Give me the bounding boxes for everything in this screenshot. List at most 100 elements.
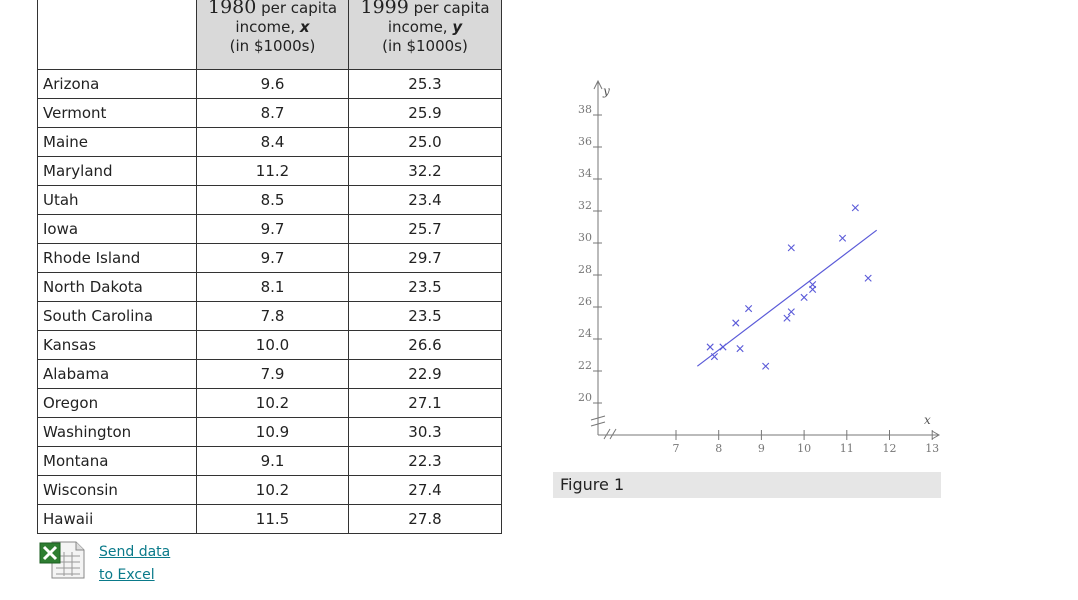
excel-icon[interactable] <box>38 540 86 580</box>
chart-marks <box>696 204 878 370</box>
table-row: Maine 8.4 25.0 <box>37 127 502 157</box>
income-table: 1980 per capita income, x (in $1000s) 19… <box>37 0 502 534</box>
state-cell: Washington <box>37 417 197 447</box>
state-cell: Rhode Island <box>37 243 197 273</box>
send-to-excel-line2[interactable]: to Excel <box>99 567 155 583</box>
data-point <box>800 293 808 301</box>
data-point <box>745 305 753 313</box>
y-cell: 22.3 <box>348 446 502 476</box>
data-point <box>762 362 770 370</box>
y-tick-label: 38 <box>578 103 592 116</box>
table-row: Montana 9.1 22.3 <box>37 446 502 476</box>
x-tick-label: 7 <box>673 442 680 455</box>
state-cell: Hawaii <box>37 504 197 534</box>
x-cell: 9.6 <box>196 69 349 99</box>
x-cell: 7.8 <box>196 301 349 331</box>
table-row: Vermont 8.7 25.9 <box>37 98 502 128</box>
state-cell: Alabama <box>37 359 197 389</box>
state-cell: Montana <box>37 446 197 476</box>
x-axis-break <box>603 428 617 440</box>
y-cell: 29.7 <box>348 243 502 273</box>
x-tick-label: 10 <box>797 442 811 455</box>
table-row: Hawaii 11.5 27.8 <box>37 504 502 534</box>
y-cell: 32.2 <box>348 156 502 186</box>
header-y-year: 1999 <box>360 0 409 18</box>
table-row: Rhode Island 9.7 29.7 <box>37 243 502 273</box>
y-cell: 26.6 <box>348 330 502 360</box>
state-cell: Wisconsin <box>37 475 197 505</box>
state-cell: South Carolina <box>37 301 197 331</box>
data-point <box>864 274 872 282</box>
y-cell: 23.4 <box>348 185 502 215</box>
x-tick-label: 9 <box>758 442 765 455</box>
x-tick-label: 13 <box>925 442 939 455</box>
table-row: Wisconsin 10.2 27.4 <box>37 475 502 505</box>
x-cell: 10.2 <box>196 475 349 505</box>
data-point <box>783 314 791 322</box>
scatter-chart: 7 8 9 10 11 12 13 20 22 24 26 28 30 32 34 36 38 x y <box>578 79 941 455</box>
table-row: Washington 10.9 30.3 <box>37 417 502 447</box>
x-cell: 8.4 <box>196 127 349 157</box>
header-y-units: (in $1000s) <box>382 37 468 55</box>
x-cell: 10.2 <box>196 388 349 418</box>
x-tick-label: 12 <box>883 442 897 455</box>
table-row: Oregon 10.2 27.1 <box>37 388 502 418</box>
y-cell: 27.1 <box>348 388 502 418</box>
y-tick-label: 36 <box>578 135 592 148</box>
x-cell: 11.5 <box>196 504 349 534</box>
state-cell: Vermont <box>37 98 197 128</box>
y-cell: 25.7 <box>348 214 502 244</box>
x-cell: 8.5 <box>196 185 349 215</box>
x-tick-label: 11 <box>840 442 854 455</box>
table-row: Alabama 7.9 22.9 <box>37 359 502 389</box>
x-axis-label: x <box>924 413 931 427</box>
y-tick-label: 32 <box>578 199 592 212</box>
send-to-excel-line1[interactable]: Send data <box>99 544 171 560</box>
header-x-year: 1980 <box>207 0 257 18</box>
y-axis-arrow <box>593 79 603 90</box>
state-cell: Iowa <box>37 214 197 244</box>
y-cell: 22.9 <box>348 359 502 389</box>
header-y-top: per capita <box>413 0 490 17</box>
header-y: 1999 per capita income, y (in $1000s) <box>348 0 502 70</box>
state-cell: Oregon <box>37 388 197 418</box>
table-row: Maryland 11.2 32.2 <box>37 156 502 186</box>
y-tick-label: 30 <box>578 231 592 244</box>
header-x-units: (in $1000s) <box>229 37 316 55</box>
table-row: North Dakota 8.1 23.5 <box>37 272 502 302</box>
header-y-line1: income, <box>387 18 448 36</box>
y-cell: 25.0 <box>348 127 502 157</box>
x-cell: 10.9 <box>196 417 349 447</box>
data-point <box>809 281 817 289</box>
header-x-var: x <box>299 18 310 36</box>
x-cell: 10.0 <box>196 330 349 360</box>
x-axis-arrow <box>931 430 941 440</box>
header-x-top: per capita <box>261 0 338 17</box>
y-tick-label: 24 <box>578 327 592 340</box>
state-cell: Maryland <box>37 156 197 186</box>
x-cell: 9.7 <box>196 214 349 244</box>
x-cell: 9.1 <box>196 446 349 476</box>
figure-caption: Figure 1 <box>553 472 941 498</box>
x-cell: 8.7 <box>196 98 349 128</box>
state-cell: North Dakota <box>37 272 197 302</box>
table-row: South Carolina 7.8 23.5 <box>37 301 502 331</box>
send-to-excel-link[interactable]: Send data to Excel <box>99 541 170 587</box>
data-point <box>710 353 719 361</box>
y-tick-label: 22 <box>578 359 592 372</box>
state-cell: Kansas <box>37 330 197 360</box>
state-cell: Utah <box>37 185 197 215</box>
y-cell: 25.9 <box>348 98 502 128</box>
x-tick-label: 8 <box>715 442 722 455</box>
table-row: Arizona 9.6 25.3 <box>37 69 502 99</box>
y-axis-break <box>590 415 606 427</box>
y-tick-label: 26 <box>578 295 592 308</box>
table-corner-cell <box>37 0 197 70</box>
data-point <box>706 343 714 351</box>
header-x: 1980 per capita income, x (in $1000s) <box>196 0 349 70</box>
y-cell: 30.3 <box>348 417 502 447</box>
state-cell: Arizona <box>37 69 197 99</box>
header-x-line1: income, <box>235 18 296 36</box>
x-cell: 9.7 <box>196 243 349 273</box>
data-point <box>736 345 744 353</box>
